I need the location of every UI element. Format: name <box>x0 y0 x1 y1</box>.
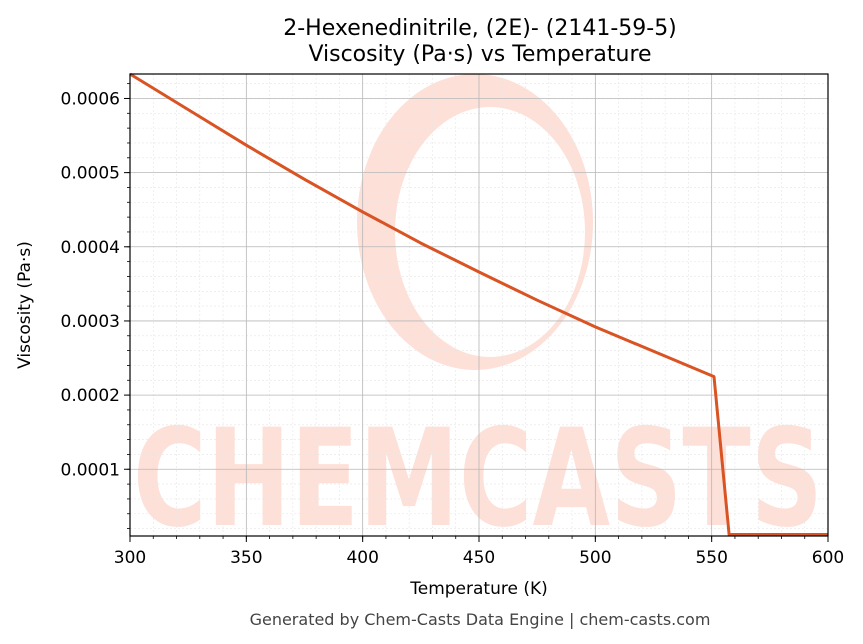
x-axis: 300 350 400 450 500 550 600 <box>114 536 844 568</box>
y-axis-label: Viscosity (Pa·s) <box>15 241 35 369</box>
y-tick-label: 0.0004 <box>61 238 120 258</box>
footer-credit: Generated by Chem-Casts Data Engine | ch… <box>250 610 711 629</box>
x-tick-label: 350 <box>230 548 262 568</box>
chart-subtitle: Viscosity (Pa·s) vs Temperature <box>308 42 651 67</box>
x-tick-label: 500 <box>579 548 611 568</box>
x-tick-label: 400 <box>346 548 378 568</box>
x-tick-label: 450 <box>463 548 495 568</box>
y-tick-label: 0.0005 <box>61 164 120 184</box>
chart-title: 2-Hexenedinitrile, (2E)- (2141-59-5) <box>283 16 677 41</box>
y-tick-label: 0.0006 <box>61 89 120 109</box>
y-tick-label: 0.0003 <box>61 312 120 332</box>
x-tick-label: 300 <box>114 548 146 568</box>
y-axis: 0.0001 0.0002 0.0003 0.0004 0.0005 0.0006 <box>61 83 130 529</box>
watermark-text: CHEMCASTS <box>133 400 823 557</box>
x-axis-label: Temperature (K) <box>409 579 548 599</box>
x-tick-label: 550 <box>695 548 727 568</box>
viscosity-series-line <box>129 72 828 536</box>
chemcasts-watermark: CHEMCASTS <box>133 74 823 557</box>
y-tick-label: 0.0002 <box>61 386 120 406</box>
x-tick-label: 600 <box>812 548 844 568</box>
y-tick-label: 0.0001 <box>61 460 120 480</box>
